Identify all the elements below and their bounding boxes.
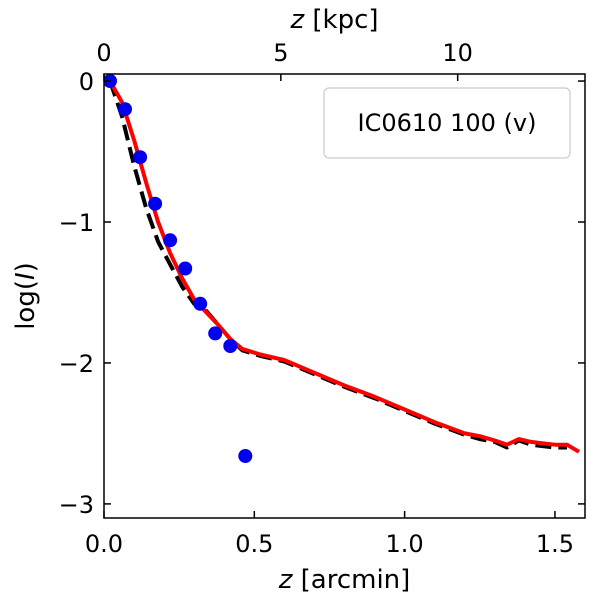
x-axis-title: z [arcmin] — [278, 565, 411, 595]
x-top-tick-label: 0 — [96, 39, 111, 67]
data-point — [148, 196, 163, 211]
x-top-axis-var: z — [289, 5, 305, 35]
data-point — [238, 449, 253, 463]
y-tick-label: −2 — [59, 350, 94, 378]
y-tick-label: −1 — [59, 209, 94, 237]
data-point — [223, 339, 238, 353]
y-axis-pre: log( — [11, 280, 41, 330]
data-point — [133, 150, 148, 165]
x-top-axis-title: z [kpc] — [289, 5, 378, 35]
y-axis-post: ) — [11, 262, 41, 272]
x-top-axis-unit: [kpc] — [304, 5, 378, 35]
x-axis-unit: [arcmin] — [292, 565, 410, 595]
data-point — [163, 233, 178, 248]
x-tick-label: 0.5 — [235, 530, 273, 558]
x-axis-var: z — [278, 565, 294, 595]
y-axis-title: log(I) — [11, 262, 41, 330]
x-tick-label: 1.5 — [536, 530, 574, 558]
x-top-tick-label: 5 — [273, 39, 288, 67]
data-point — [178, 261, 193, 276]
x-tick-label: 1.0 — [386, 530, 424, 558]
plot-area — [104, 74, 581, 463]
x-tick-label: 0.0 — [85, 530, 123, 558]
legend-box — [323, 87, 571, 159]
ticks: 0.0 0.5 1.0 1.5 0 5 10 0 −1 −2 −3 — [59, 39, 585, 558]
legend-label: IC0610 100 (v) — [358, 109, 537, 137]
plot-frame — [103, 73, 586, 519]
data-point — [208, 326, 223, 341]
data-point — [118, 102, 132, 117]
y-tick-label: 0 — [79, 68, 94, 96]
data-point — [193, 296, 208, 311]
x-top-tick-label: 10 — [442, 39, 473, 67]
y-tick-label: −3 — [59, 491, 94, 519]
y-axis-var: I — [11, 272, 41, 280]
legend: IC0610 100 (v) — [323, 87, 571, 159]
